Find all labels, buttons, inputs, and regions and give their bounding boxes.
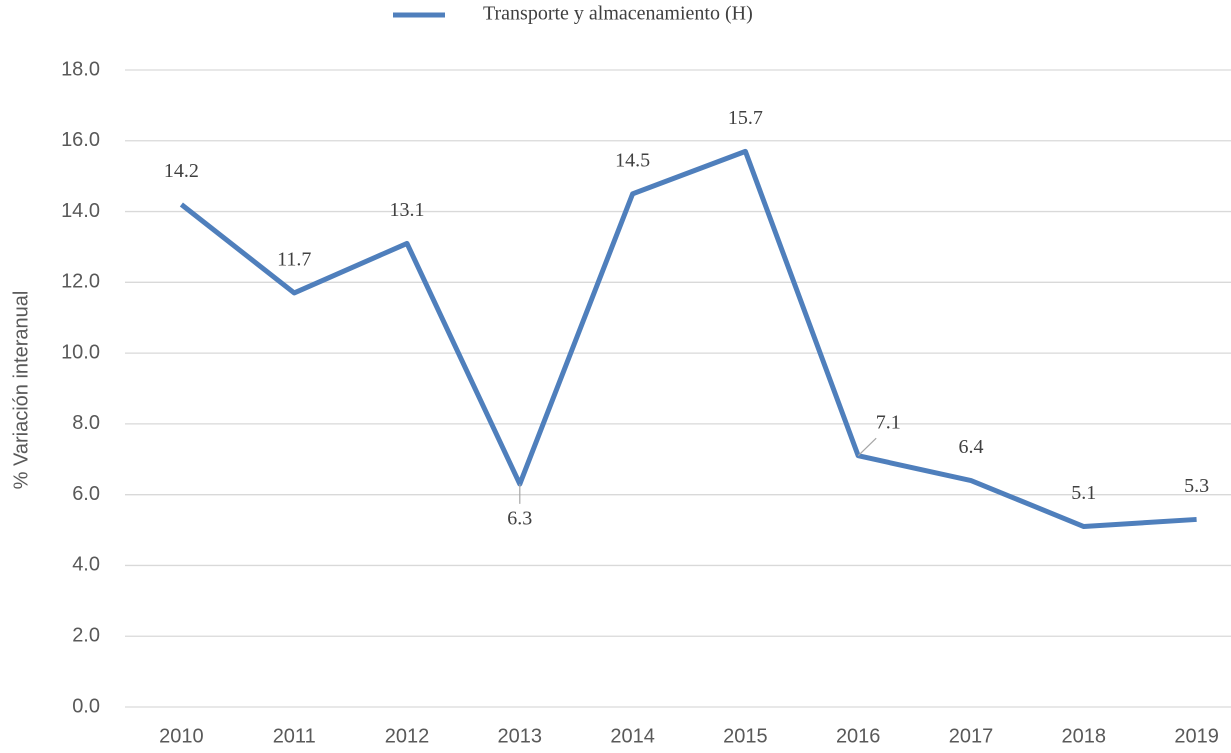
data-label: 6.4 bbox=[959, 436, 984, 458]
x-tick-label: 2017 bbox=[949, 725, 994, 747]
data-label: 7.1 bbox=[876, 411, 901, 433]
data-label: 11.7 bbox=[277, 249, 311, 271]
x-tick-label: 2010 bbox=[159, 725, 204, 747]
x-tick-label: 2013 bbox=[498, 725, 543, 747]
y-tick-label: 6.0 bbox=[72, 483, 100, 505]
data-label: 13.1 bbox=[390, 199, 425, 221]
data-label: 14.2 bbox=[164, 160, 199, 182]
y-tick-label: 12.0 bbox=[61, 271, 100, 293]
y-tick-label: 14.0 bbox=[61, 200, 100, 222]
x-tick-label: 2014 bbox=[610, 725, 655, 747]
data-label: 15.7 bbox=[728, 107, 763, 129]
data-label: 5.1 bbox=[1071, 482, 1096, 504]
y-tick-label: 2.0 bbox=[72, 625, 100, 647]
x-tick-label: 2012 bbox=[385, 725, 430, 747]
y-axis-label: % Variación interanual bbox=[10, 291, 32, 490]
legend-label: Transporte y almacenamiento (H) bbox=[483, 3, 753, 25]
x-tick-label: 2011 bbox=[273, 725, 316, 747]
y-tick-label: 4.0 bbox=[72, 554, 100, 576]
y-tick-label: 18.0 bbox=[61, 58, 100, 80]
y-tick-label: 8.0 bbox=[72, 412, 100, 434]
y-tick-label: 10.0 bbox=[61, 341, 100, 363]
y-tick-label: 16.0 bbox=[61, 129, 100, 151]
data-label: 14.5 bbox=[615, 149, 650, 171]
x-tick-label: 2015 bbox=[723, 725, 768, 747]
x-tick-label: 2018 bbox=[1062, 725, 1107, 747]
data-line bbox=[179, 148, 1197, 530]
data-label: 5.3 bbox=[1184, 475, 1209, 497]
x-tick-label: 2019 bbox=[1174, 725, 1219, 747]
data-label: 6.3 bbox=[507, 508, 532, 530]
leader-line bbox=[857, 437, 877, 457]
y-tick-label: 0.0 bbox=[72, 695, 100, 717]
x-tick-label: 2016 bbox=[836, 725, 881, 747]
